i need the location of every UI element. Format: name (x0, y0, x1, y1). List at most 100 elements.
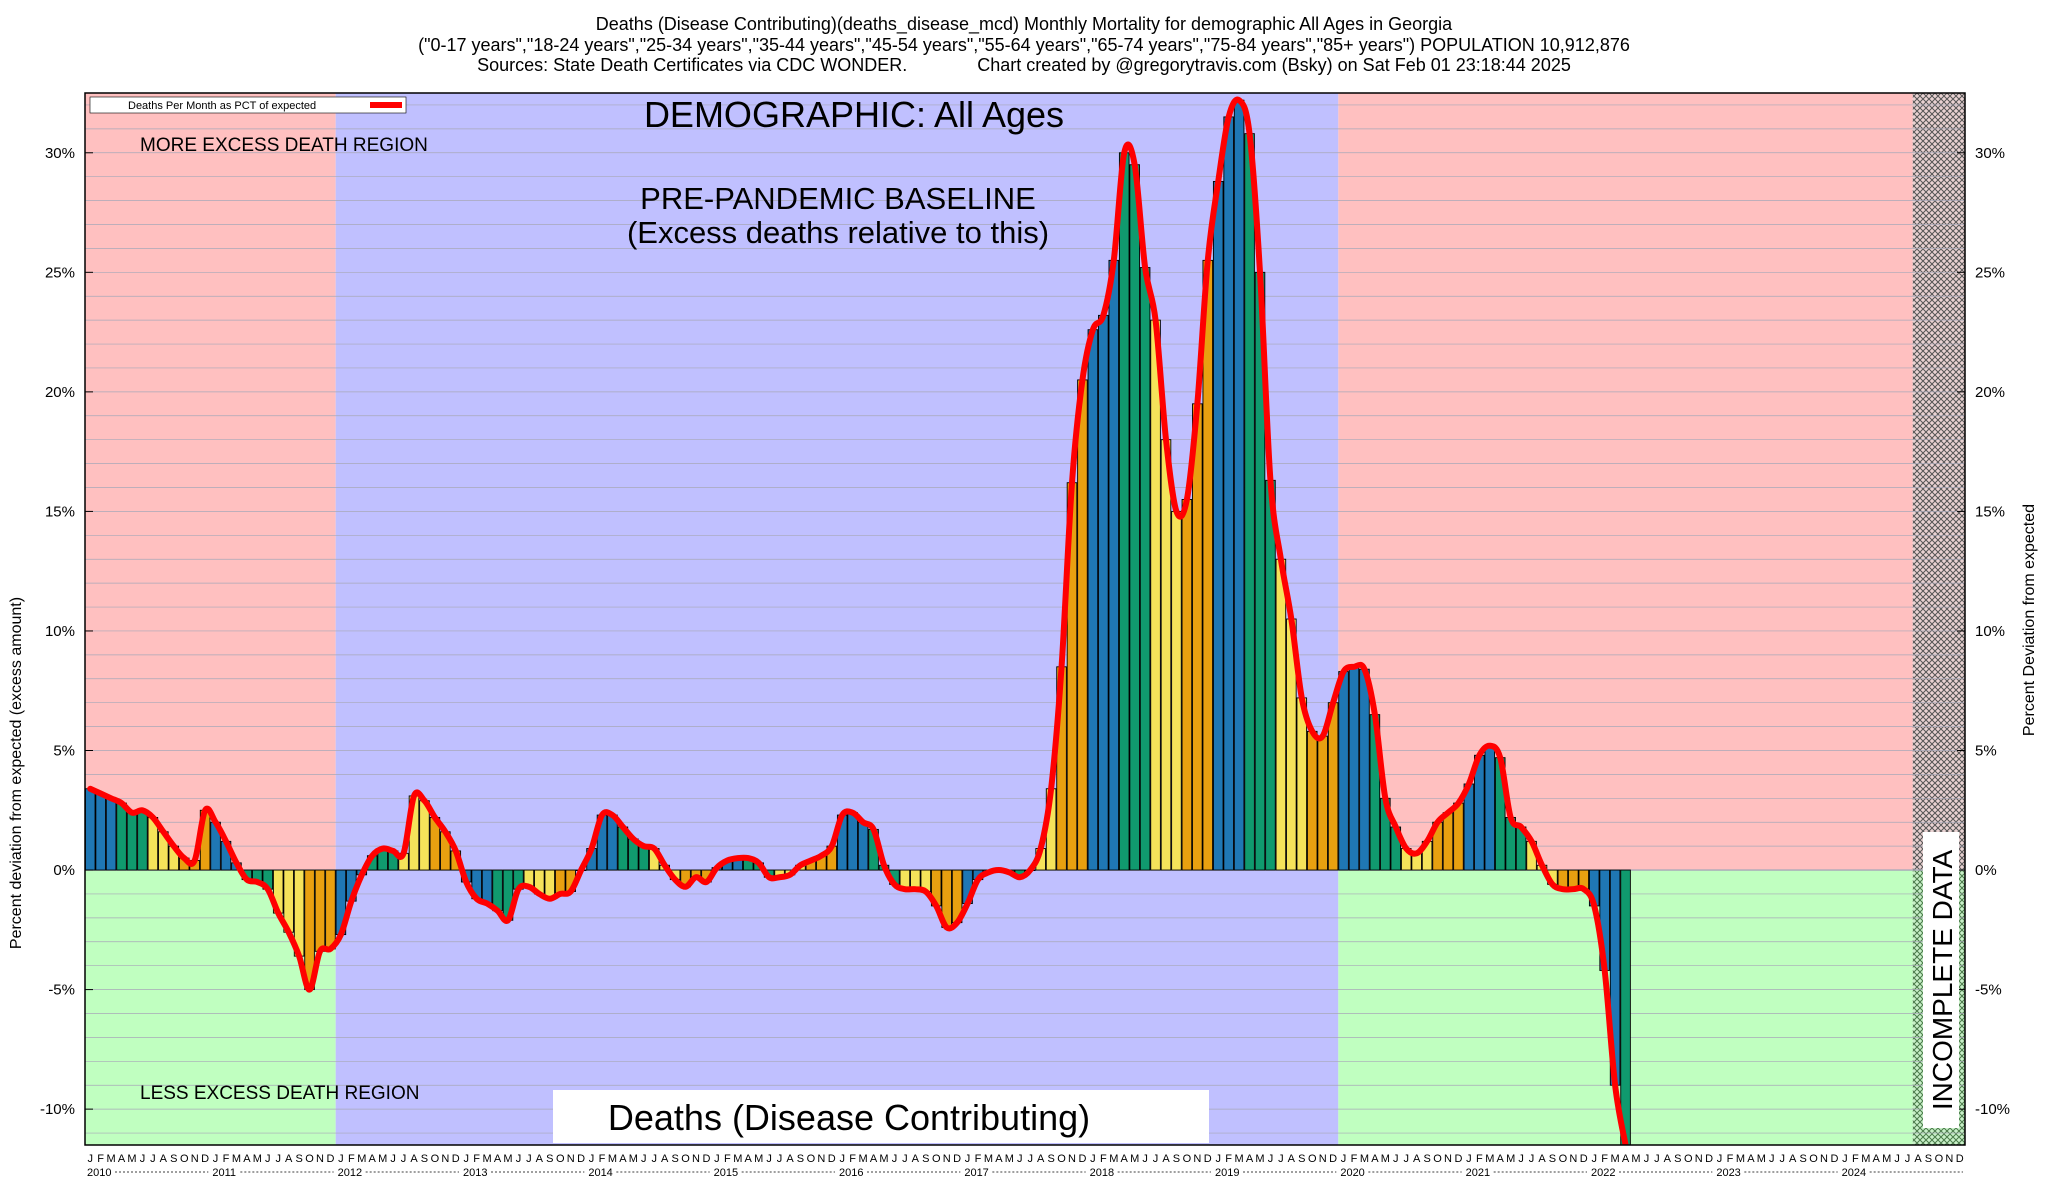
y-tick-label-right: 5% (1975, 743, 1997, 760)
x-tick-month: M (1360, 1153, 1369, 1165)
x-tick-month: M (733, 1153, 742, 1165)
more-excess-region-label: MORE EXCESS DEATH REGION (140, 135, 428, 156)
bar-month-99 (1118, 152, 1130, 871)
x-tick-month: M (608, 1153, 617, 1165)
x-tick-month: J (1341, 1153, 1347, 1165)
x-tick-month: A (243, 1153, 251, 1165)
bar-month-100 (1129, 164, 1140, 871)
x-tick-month: J (1644, 1153, 1650, 1165)
deaths-pct-trend-line (87, 96, 1629, 1145)
x-tick-month: M (859, 1153, 868, 1165)
x-tick-month: N (1695, 1153, 1703, 1165)
x-tick-month: M (1255, 1153, 1264, 1165)
x-tick-month: A (1664, 1153, 1672, 1165)
x-tick-month: A (536, 1153, 544, 1165)
y-tick-label-right: -5% (1975, 982, 2002, 999)
x-tick-month: J (1905, 1153, 1911, 1165)
x-tick-month: A (1538, 1153, 1546, 1165)
x-tick-month: J (516, 1153, 522, 1165)
x-tick-month: S (170, 1153, 177, 1165)
x-tick-year: 2012 (338, 1167, 362, 1179)
y-tick-label-right: 20% (1975, 384, 2005, 401)
x-tick-month: A (1747, 1153, 1755, 1165)
x-tick-month: N (692, 1153, 700, 1165)
x-tick-month: A (285, 1153, 293, 1165)
x-tick-month: J (589, 1153, 595, 1165)
x-tick-month: M (1130, 1153, 1139, 1165)
y-tick-label-right: 15% (1975, 503, 2005, 520)
x-tick-month: J (150, 1153, 156, 1165)
x-tick-month: J (1278, 1153, 1284, 1165)
x-tick-month: D (326, 1153, 334, 1165)
chart-subtitle-age-groups: ("0-17 years","18-24 years","25-34 years… (418, 35, 1630, 55)
x-tick-month: S (1423, 1153, 1430, 1165)
x-tick-month: D (1956, 1153, 1964, 1165)
x-tick-year: 2024 (1842, 1167, 1866, 1179)
x-tick-month: M (984, 1153, 993, 1165)
x-tick-month: N (191, 1153, 199, 1165)
x-tick-month: M (232, 1153, 241, 1165)
x-tick-month: D (702, 1153, 710, 1165)
bar-month-120 (1338, 671, 1349, 871)
x-tick-month: A (1288, 1153, 1296, 1165)
x-tick-month: M (107, 1153, 116, 1165)
chart-subtitle-sources: Sources: State Death Certificates via CD… (477, 55, 1571, 75)
x-tick-month: S (1047, 1153, 1054, 1165)
legend: Deaths Per Month as PCT of expected (89, 96, 407, 114)
x-tick-month: O (305, 1153, 314, 1165)
x-tick-month: J (839, 1153, 845, 1165)
x-tick-month: O (556, 1153, 565, 1165)
x-tick-year: 2017 (964, 1167, 988, 1179)
x-tick-month: M (1235, 1153, 1244, 1165)
bar-month-97 (1098, 314, 1109, 871)
x-tick-month: N (1945, 1153, 1953, 1165)
bar-month-103 (1160, 439, 1172, 871)
bar-month-2 (105, 797, 117, 871)
x-tick-month: J (526, 1153, 532, 1165)
x-tick-month: J (892, 1153, 898, 1165)
x-tick-month: F (1727, 1153, 1734, 1165)
x-tick-month: J (902, 1153, 908, 1165)
x-tick-month: J (1654, 1153, 1660, 1165)
x-tick-month: A (1413, 1153, 1421, 1165)
bar-month-147 (1620, 869, 1631, 1145)
x-tick-month: D (1329, 1153, 1337, 1165)
x-tick-month: D (828, 1153, 836, 1165)
x-tick-month: S (922, 1153, 929, 1165)
x-tick-month: A (1497, 1153, 1505, 1165)
x-tick-month: F (1351, 1153, 1358, 1165)
bar-month-38 (481, 869, 493, 904)
bar-month-121 (1348, 666, 1360, 871)
x-tick-month: M (483, 1153, 492, 1165)
x-tick-month: J (1466, 1153, 1472, 1165)
x-tick-month: J (1153, 1153, 1159, 1165)
x-tick-month: J (651, 1153, 657, 1165)
bar-month-111 (1244, 133, 1255, 871)
x-tick-month: J (1591, 1153, 1597, 1165)
x-tick-month: M (1109, 1153, 1118, 1165)
bar-month-105 (1181, 499, 1193, 871)
x-tick-month: O (681, 1153, 690, 1165)
x-tick-month: J (265, 1153, 271, 1165)
x-tick-year: 2010 (87, 1167, 111, 1179)
x-tick-year: 2020 (1340, 1167, 1364, 1179)
bar-month-95 (1077, 379, 1088, 871)
x-tick-month: N (1068, 1153, 1076, 1165)
bar-month-106 (1192, 403, 1203, 871)
more-excess-region-pre (85, 93, 336, 871)
x-tick-month: F (473, 1153, 480, 1165)
x-tick-year: 2023 (1716, 1167, 1740, 1179)
x-tick-month: J (338, 1153, 344, 1165)
x-tick-month: J (275, 1153, 281, 1165)
x-tick-month: M (357, 1153, 366, 1165)
x-tick-month: O (1057, 1153, 1066, 1165)
x-tick-month: S (421, 1153, 428, 1165)
baseline-subtitle-annotation: (Excess deaths relative to this) (627, 215, 1049, 250)
x-tick-month: N (1444, 1153, 1452, 1165)
bar-month-73 (847, 812, 858, 871)
x-tick-month: M (503, 1153, 512, 1165)
x-tick-month: J (1779, 1153, 1785, 1165)
bar-month-107 (1202, 259, 1214, 871)
x-tick-month: J (1017, 1153, 1023, 1165)
bar-month-113 (1265, 479, 1276, 871)
